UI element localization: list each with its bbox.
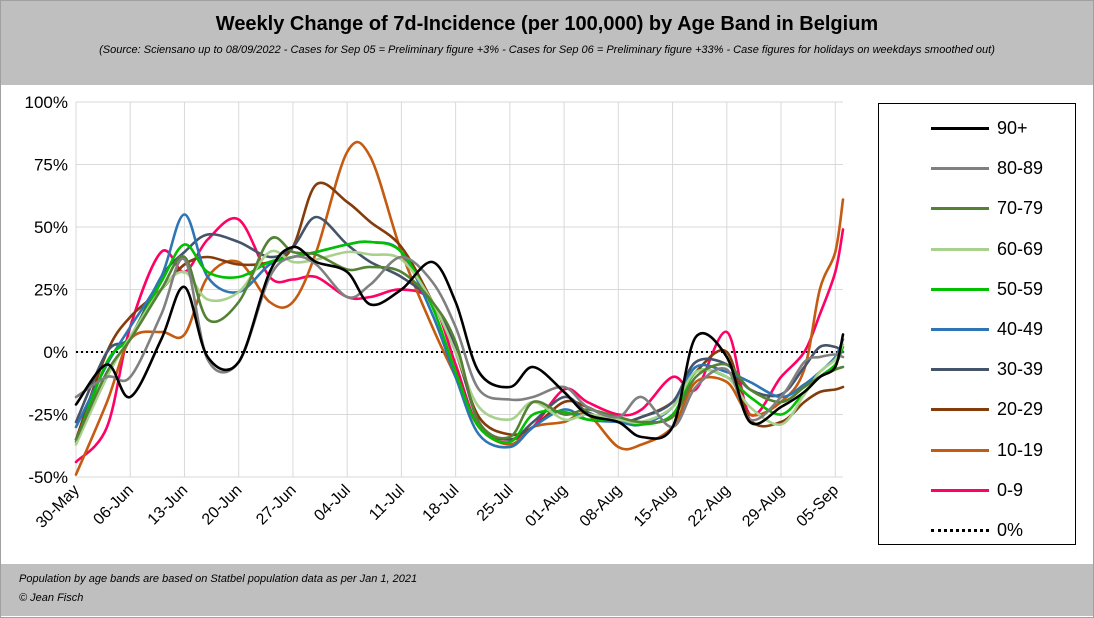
y-tick-label: 0% [43,343,68,362]
chart-title: Weekly Change of 7d-Incidence (per 100,0… [215,13,879,35]
x-tick-label: 27-Jun [253,482,300,529]
legend-item: 80-89 [879,154,1077,184]
legend-item: 40-49 [879,315,1077,345]
legend: 90+ 80-89 70-79 60-69 50-59 40-49 30-39 20-29 10… [878,103,1076,545]
legend-swatch [931,167,989,171]
x-tick-label: 01-Aug [522,482,571,531]
legend-label: 10-19 [997,439,1044,460]
legend-label: 40-49 [997,319,1044,339]
legend-item: 90+ [879,114,1077,144]
legend-item: 10-19 [879,436,1077,466]
y-tick-label: 25% [34,281,68,300]
legend-swatch [931,368,989,372]
series-line-50-59 [74,240,845,444]
legend-item: 0-9 [879,476,1077,506]
x-tick-label: 25-Jul [474,482,517,525]
legend-swatch [931,448,989,452]
x-tick-label: 08-Aug [577,482,626,531]
legend-swatch [931,488,989,492]
legend-swatch [931,328,989,331]
x-tick-label: 06-Jun [90,482,137,529]
legend-label: 20-29 [997,399,1044,420]
y-tick-label: -50% [28,468,68,487]
x-tick-label: 15-Aug [631,482,680,531]
y-tick-label: 75% [34,156,68,175]
legend-item: 20-29 [879,395,1077,425]
x-tick-label: 04-Jul [311,482,354,525]
x-tick-label: 30-May [33,482,83,532]
x-tick-label: 29-Aug [739,482,788,531]
y-tick-label: 100% [25,93,68,112]
chart-footer: Population by age bands are based on Sta… [1,564,1093,616]
series-line-90plus [74,245,845,440]
legend-swatch [931,127,989,130]
series-line-70-79 [74,236,845,441]
x-tick-label: 05-Sep [794,482,843,531]
x-tick-label: 20-Jun [199,482,246,529]
series-line-60-69 [74,249,845,446]
legend-label: 70-79 [997,198,1044,219]
legend-swatch [931,207,989,211]
footer-copyright: © Jean Fisch [19,592,84,604]
chart-subtitle: (Source: Sciensano up to 08/09/2022 - Ca… [99,44,995,56]
legend-item: 60-69 [879,235,1077,265]
legend-swatch [931,408,989,412]
plot-area: -50% -25% 0% 25% 50% 75% 100% 30-May 06-Jun 13-Ju… [25,93,845,532]
legend-item: 0% [879,516,1077,546]
legend-label: 0% [997,520,1024,540]
chart-header: Weekly Change of 7d-Incidence (per 100,0… [1,1,1093,85]
x-tick-label: 22-Aug [685,482,734,531]
legend-label: 80-89 [997,158,1044,179]
legend-swatch [931,247,989,251]
legend-label: 30-39 [997,359,1044,380]
legend-label: 50-59 [997,278,1044,299]
x-tick-label: 11-Jul [366,482,408,524]
legend-label: 0-9 [997,479,1024,500]
legend-swatch [931,287,989,291]
legend-item: 50-59 [879,275,1077,305]
y-tick-label: -25% [28,406,68,425]
series-line-80-89 [74,255,845,429]
series-line-10-19 [74,140,845,476]
y-tick-label: 50% [34,218,68,237]
footer-population-note: Population by age bands are based on Sta… [19,573,418,585]
legend-label: 60-69 [997,238,1044,259]
x-tick-label: 18-Jul [420,482,463,525]
legend-swatch [931,529,989,532]
legend-item: 70-79 [879,194,1077,224]
legend-item: 30-39 [879,355,1077,385]
x-tick-label: 13-Jun [145,482,192,529]
legend-label: 90+ [997,118,1028,138]
